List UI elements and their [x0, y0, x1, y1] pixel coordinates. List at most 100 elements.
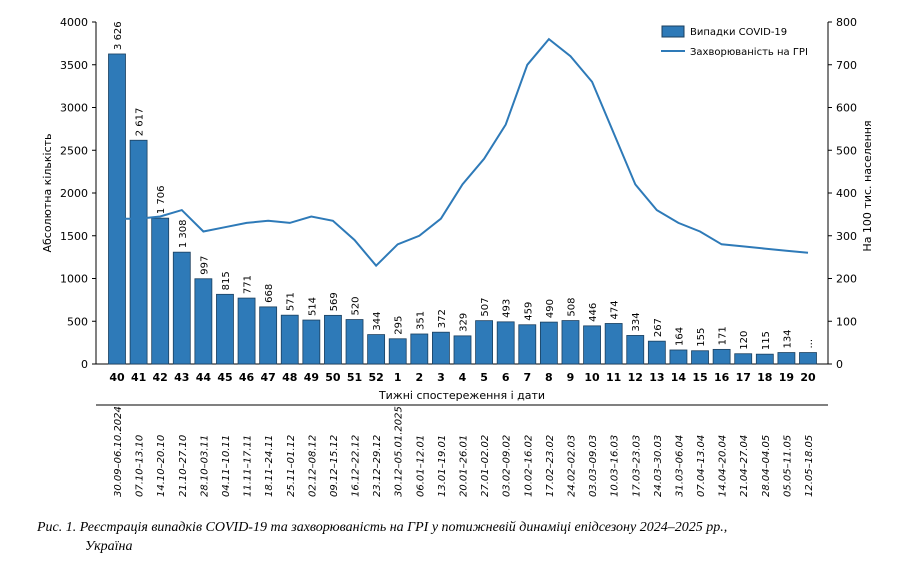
bar	[410, 333, 429, 365]
x-date-label: 10.02–16.02	[523, 435, 534, 497]
x-tick-label: 3	[437, 371, 445, 384]
legend-bar-label: Випадки COVID-19	[690, 27, 787, 38]
y-right-tick-label: 300	[836, 230, 857, 243]
bar-data-label: 569	[329, 292, 340, 311]
bar	[712, 348, 731, 365]
x-tick-label: 45	[217, 371, 232, 384]
chart-axes: 0 500 1000 1500 2000 2500 3000 3500 4000 0 100 200 3…	[60, 16, 857, 371]
bar	[518, 324, 537, 365]
line-series-gri	[117, 37, 809, 268]
x-date-label: 03.03–09.03	[588, 435, 599, 497]
x-tick-label: 43	[174, 371, 189, 384]
bar-data-label: 329	[459, 313, 470, 332]
x-date-label: 18.11–24.11	[264, 435, 275, 497]
bar-data-label: 351	[415, 311, 426, 330]
x-tick-label: 17	[736, 371, 751, 384]
y-left-tick-label: 4000	[60, 16, 88, 29]
bar-data-label: 771	[243, 275, 254, 294]
x-date-label: 12.05–18.05	[804, 435, 815, 497]
y-right-tick-label: 200	[836, 273, 857, 286]
x-tick-label: 9	[567, 371, 575, 384]
x-tick-label: 20	[800, 371, 816, 384]
x-date-label: 28.10–03.11	[199, 435, 210, 497]
bar	[539, 321, 558, 365]
x-date-labels: 30.09–06.10.2024 07.10–13.10 14.10–20.10 21…	[113, 406, 815, 497]
x-date-label: 09.12–15.12	[329, 435, 340, 497]
x-date-label: 25.11–01.12	[286, 435, 297, 497]
bar-data-label: 372	[437, 309, 448, 328]
x-date-label: 02.12–08.12	[307, 435, 318, 497]
x-tick-label: 50	[325, 371, 341, 384]
x-tick-label: 8	[545, 371, 553, 384]
bar-series-covid	[108, 53, 817, 365]
bar	[734, 353, 753, 365]
y-axis-left-title: Абсолютна кількість	[41, 133, 54, 252]
bar-data-label: 1 308	[178, 220, 189, 249]
x-date-label: 05.05–11.05	[782, 435, 793, 497]
y-left-tick-label: 0	[81, 358, 88, 371]
bar-data-label: 344	[372, 311, 383, 330]
bar	[647, 340, 666, 365]
x-tick-label: 19	[779, 371, 794, 384]
x-tick-label: 16	[714, 371, 730, 384]
x-date-label: 27.01–02.02	[480, 435, 491, 497]
bar-data-label: 1 706	[156, 185, 167, 214]
x-date-label: 07.04–13.04	[696, 435, 707, 497]
bar-data-label: 120	[739, 331, 750, 350]
bar	[453, 335, 472, 365]
x-date-label: 13.01–19.01	[437, 435, 448, 497]
y-left-tick-label: 3000	[60, 102, 88, 115]
x-tick-label: 12	[628, 371, 643, 384]
x-tick-label: 46	[239, 371, 255, 384]
y-right-tick-label: 800	[836, 16, 857, 29]
bar	[108, 53, 126, 365]
bar-data-label: 459	[523, 302, 534, 321]
bar-data-label: 134	[782, 329, 793, 348]
x-tick-label: 7	[523, 371, 531, 384]
y-left-tick-label: 1500	[60, 230, 88, 243]
caption-line-2: Україна	[85, 539, 133, 554]
bar	[129, 139, 148, 365]
x-date-label: 30.12–05.01.2025	[394, 406, 405, 497]
bar	[172, 251, 191, 365]
x-date-label: 14.10–20.10	[156, 435, 167, 497]
bar-data-labels: 3 626 2 617 1 706 1 308 997 815 771 668 571 514 56…	[113, 21, 815, 350]
x-tick-label: 2	[415, 371, 423, 384]
bar-data-label: 164	[674, 327, 685, 346]
bar	[691, 350, 709, 365]
x-date-label: 07.10–13.10	[135, 435, 146, 497]
x-tick-label: 5	[480, 371, 488, 384]
bar-data-label: 446	[588, 303, 599, 322]
x-tick-label: 52	[368, 371, 383, 384]
x-tick-label: 1	[394, 371, 402, 384]
x-tick-label: 14	[671, 371, 687, 384]
legend-line-label: Захворюваність на ГРІ	[690, 46, 808, 58]
bar-data-label: 155	[696, 328, 707, 347]
x-date-label: 03.02–09.02	[502, 435, 513, 497]
x-date-label: 16.12–22.12	[351, 435, 362, 497]
x-date-label: 30.09–06.10.2024	[113, 406, 124, 497]
bar	[777, 352, 796, 365]
x-tick-label: 10	[584, 371, 600, 384]
x-tick-label: 47	[261, 371, 276, 384]
bar	[237, 297, 256, 365]
x-tick-labels: 40 41 42 43 44 45 46 47 48 49 50 51 52 1 2 3 4 5 6 7 8 9 10 11 1…	[96, 371, 828, 406]
bar	[151, 217, 170, 365]
x-tick-label: 44	[196, 371, 212, 384]
y-right-tick-label: 500	[836, 144, 857, 157]
x-tick-label: 42	[153, 371, 168, 384]
combo-chart: 0500100015002000250030003500400001002003…	[41, 16, 874, 497]
bar	[367, 334, 386, 365]
x-date-label: 17.03–23.03	[631, 435, 642, 497]
x-date-label: 24.03–30.03	[653, 435, 664, 497]
x-date-label: 04.11–10.11	[221, 435, 232, 497]
x-tick-label: 40	[109, 371, 125, 384]
bar-data-label: 997	[199, 256, 210, 275]
bar-data-label: 2 617	[135, 108, 146, 137]
y-right-tick-label: 700	[836, 59, 857, 72]
bar	[755, 353, 774, 365]
x-tick-label: 41	[131, 371, 146, 384]
bar	[626, 335, 645, 365]
bar	[799, 352, 817, 365]
bar	[669, 349, 688, 365]
